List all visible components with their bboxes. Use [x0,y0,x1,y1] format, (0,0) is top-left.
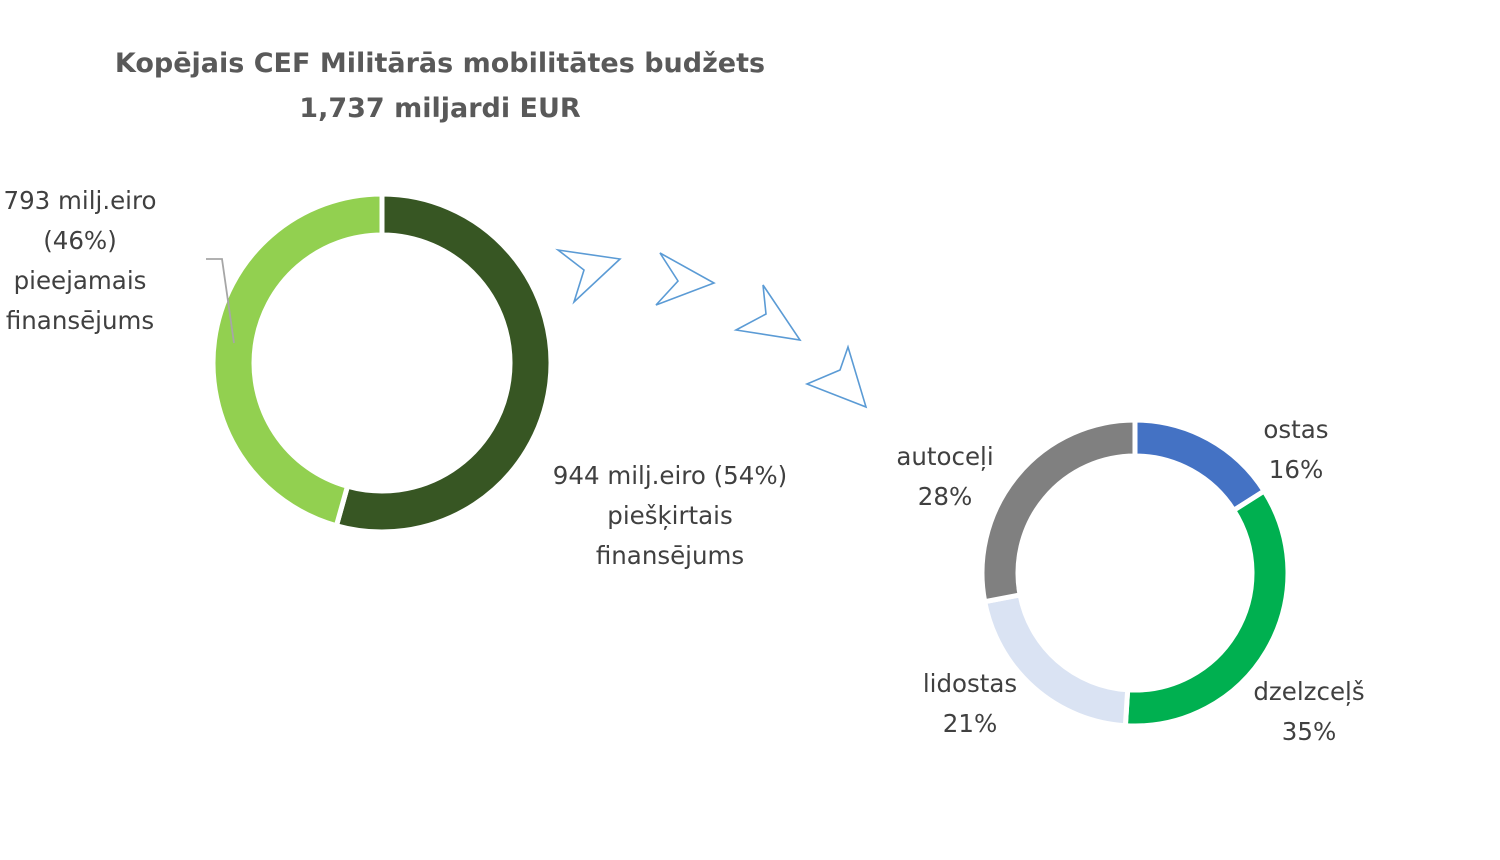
main-donut-labels: 944 milj.eiro (54%) piešķirtais finansējum… [3,186,787,570]
allocated-funding-label-line-2: piešķirtais [607,501,732,530]
breakdown-donut-slice-ostas [1132,417,1268,514]
flow-arrow-icon [804,344,868,409]
breakdown-label-lidostas-line-2: 21% [943,709,997,738]
available-funding-label-line-2: (46%) [43,226,117,255]
available-funding-leader-line [206,258,235,344]
flow-arrow-icon [555,248,622,305]
allocated-funding-label-line-3: finansējums [596,541,744,570]
available-funding-label-line-4: finansējums [6,306,154,335]
flow-arrows [555,248,868,409]
main-donut-slice-2 [210,191,385,529]
available-funding-label-line-1: 793 milj.eiro [3,186,156,215]
available-funding-label-line-3: pieejamais [14,266,147,295]
allocated-funding-label-line-1: 944 milj.eiro (54%) [553,461,787,490]
breakdown-label-dzelzcels-line-2: 35% [1282,717,1336,746]
main-donut-chart [210,191,554,535]
breakdown-donut-slice-autoceli [979,417,1138,605]
breakdown-donut-labels: ostas 16% dzelzceļš 35% lidostas 21% autoceļi 2… [896,415,1364,746]
breakdown-label-ostas-line-1: ostas [1263,415,1328,444]
breakdown-label-ostas-line-2: 16% [1269,455,1323,484]
chart-subtitle-line: 1,737 miljardi EUR [299,93,581,124]
breakdown-label-autoceli-line-1: autoceļi [896,442,993,471]
chart-title-line: Kopējais CEF Militārās mobilitātes budže… [115,48,765,79]
main-donut-slice-1 [333,191,554,535]
breakdown-donut-chart [979,417,1291,729]
flow-arrow-icon [733,284,802,342]
flow-arrow-icon [655,252,716,306]
breakdown-label-autoceli-line-2: 28% [918,482,972,511]
breakdown-donut-slice-lidostas [981,592,1131,729]
breakdown-label-lidostas-line-1: lidostas [923,669,1017,698]
breakdown-label-dzelzcels-line-1: dzelzceļš [1253,677,1364,706]
chart-title: Kopējais CEF Militārās mobilitātes budže… [115,48,765,124]
